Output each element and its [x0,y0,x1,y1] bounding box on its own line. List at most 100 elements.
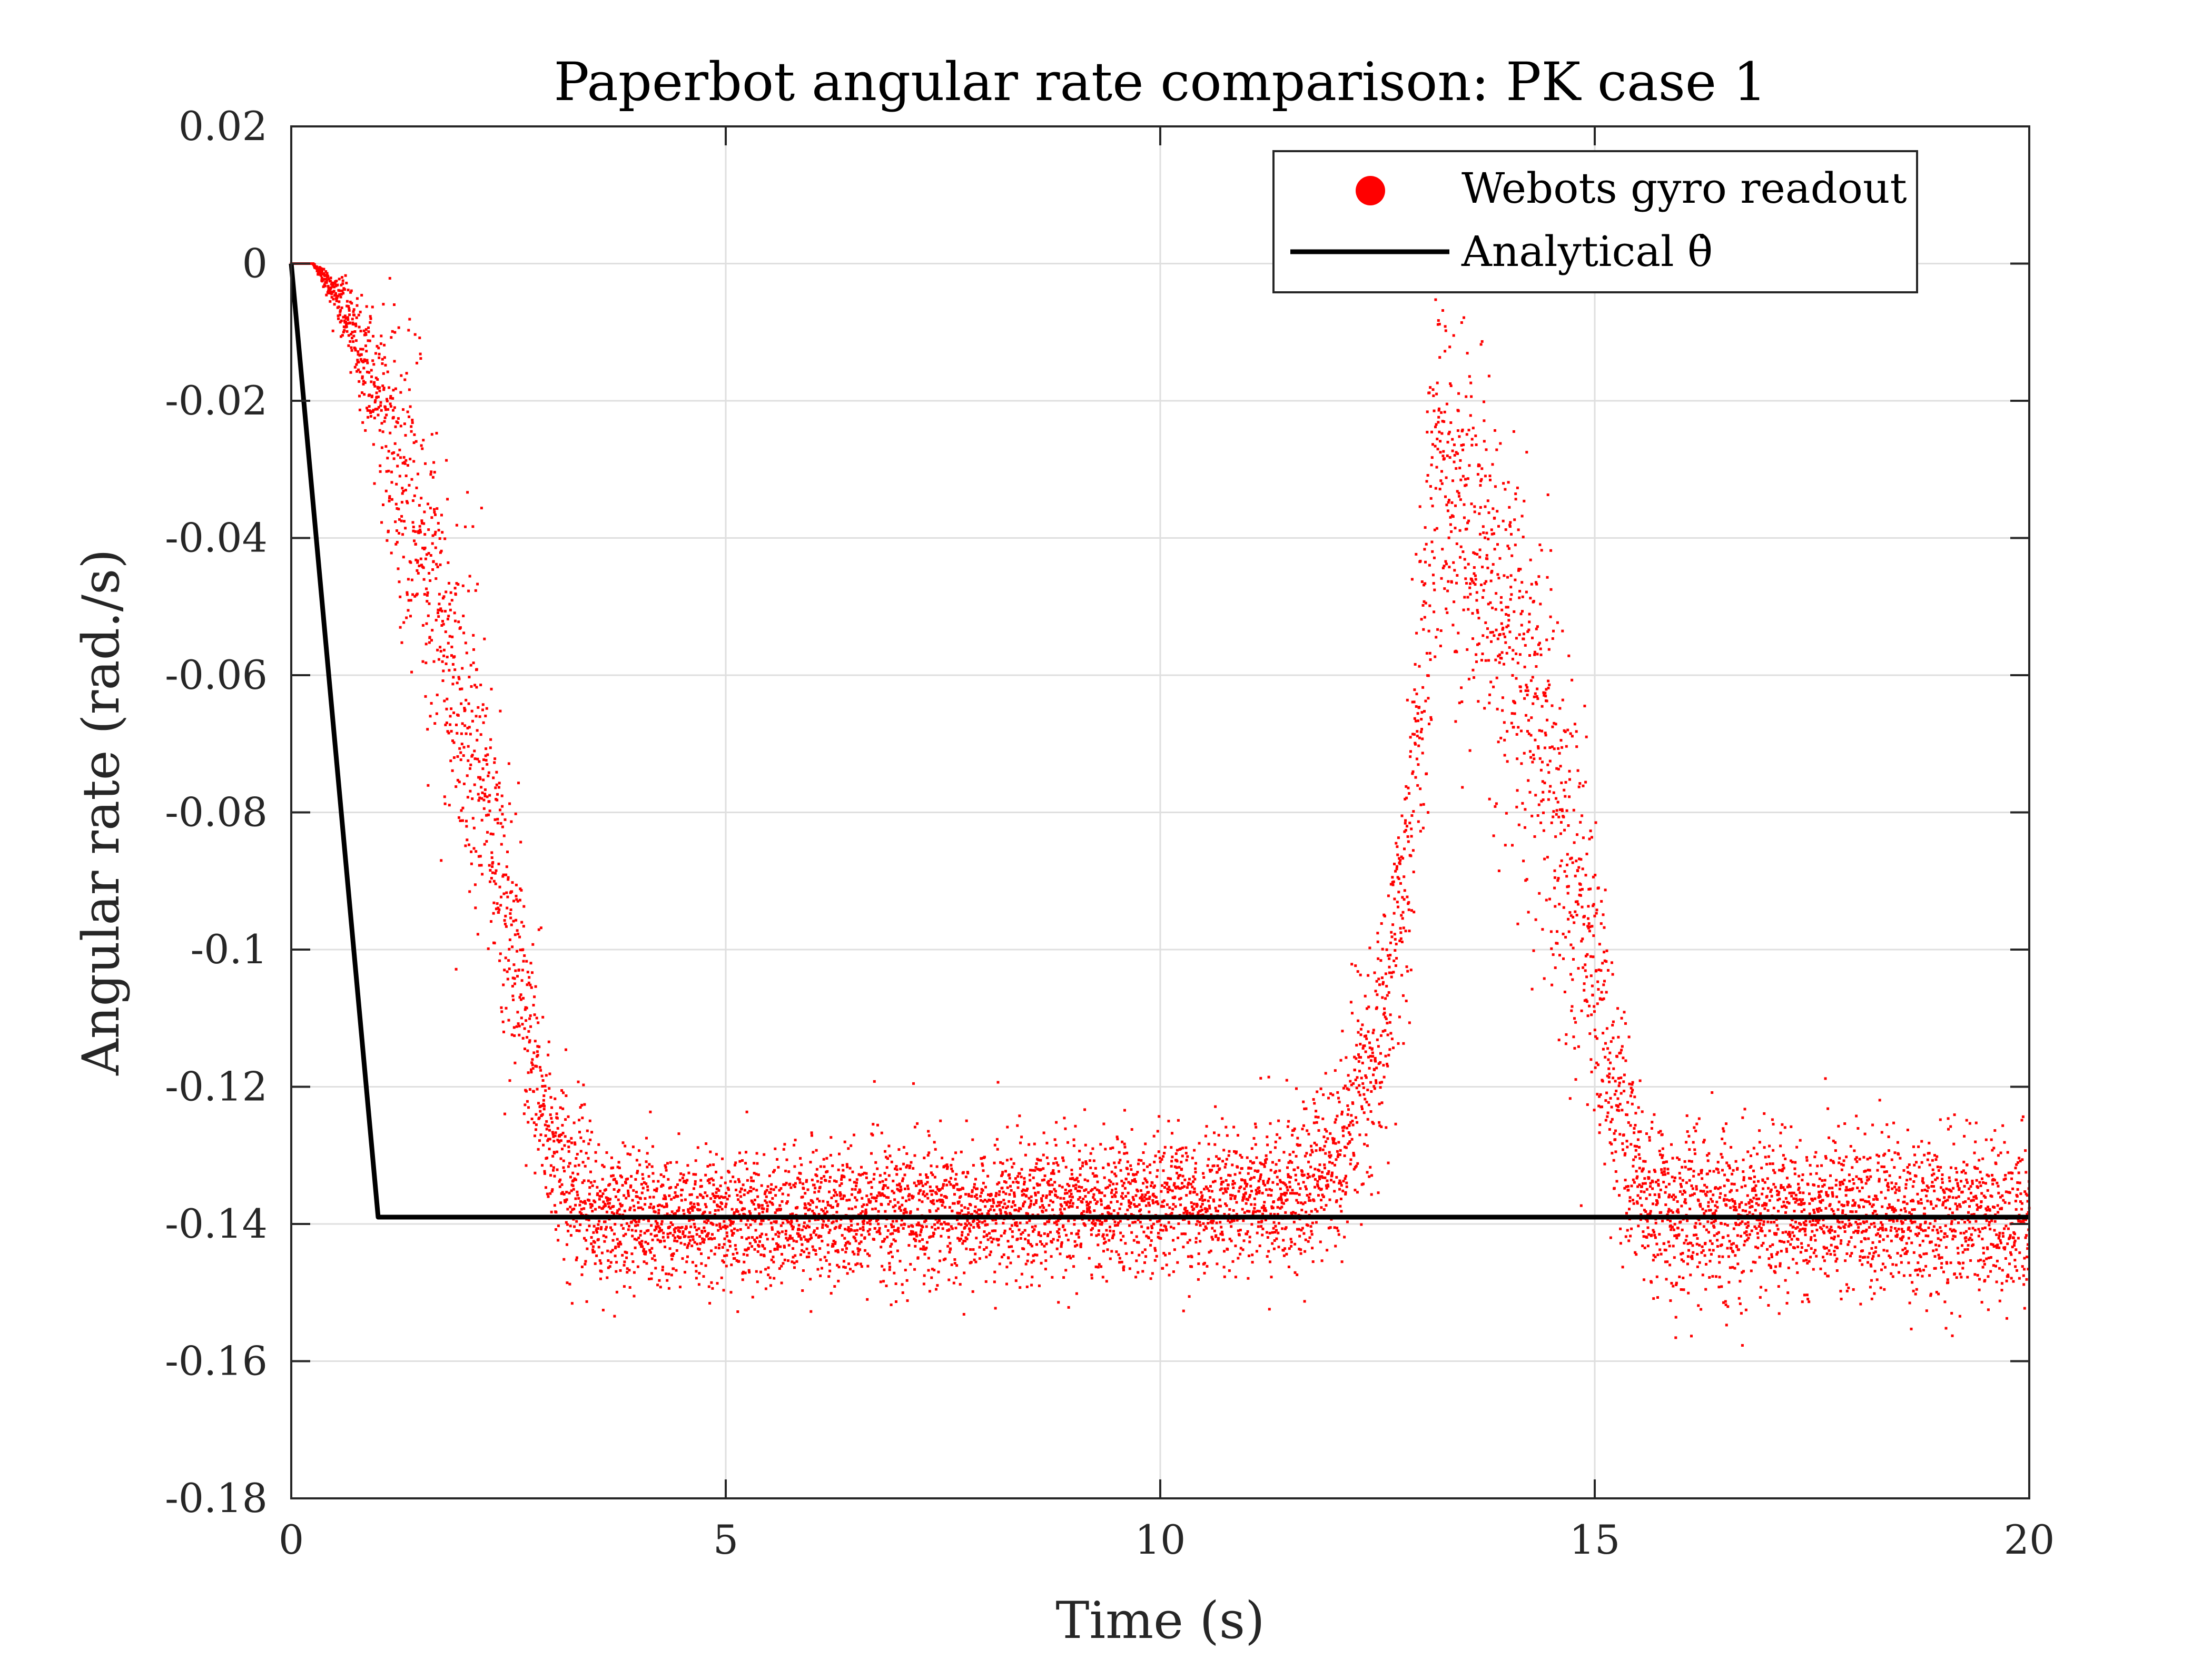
scatter-point [1168,1186,1171,1189]
scatter-point [1048,1183,1051,1187]
scatter-point [322,268,325,271]
scatter-point [1204,1207,1207,1210]
scatter-point [457,714,460,717]
scatter-point [1275,1163,1278,1166]
scatter-point [500,1010,503,1013]
scatter-point [372,409,375,412]
scatter-point [384,489,388,492]
scatter-point [1039,1159,1042,1162]
scatter-point [867,1181,870,1184]
scatter-point [1252,1210,1255,1213]
scatter-point [505,865,508,868]
scatter-point [574,1197,577,1200]
scatter-point [926,1241,929,1244]
scatter-point [404,459,408,462]
scatter-point [770,1183,773,1186]
scatter-point [968,1227,971,1230]
scatter-point [1113,1161,1116,1164]
scatter-point [601,1178,604,1181]
scatter-point [345,330,349,333]
scatter-point [1088,1257,1091,1260]
scatter-point [358,408,361,411]
scatter-point [1171,1208,1174,1211]
scatter-point [333,281,337,284]
scatter-point [803,1207,806,1210]
scatter-point [594,1262,597,1265]
scatter-point [469,789,472,793]
scatter-point [1357,1091,1360,1094]
scatter-point [538,1139,541,1142]
scatter-point [380,521,383,524]
scatter-point [1003,1231,1006,1235]
scatter-point [466,796,469,799]
scatter-point [816,1227,819,1230]
scatter-point [582,1207,586,1210]
scatter-point [694,1159,697,1162]
scatter-point [1140,1196,1143,1199]
scatter-point [1161,1184,1163,1187]
scatter-point [956,1218,959,1221]
scatter-point [756,1250,759,1253]
scatter-point [1073,1218,1076,1221]
scatter-point [1033,1203,1035,1206]
scatter-point [1045,1242,1048,1246]
scatter-point [837,1279,840,1282]
scatter-point [726,1249,729,1252]
scatter-point [1040,1168,1043,1171]
scatter-point [951,1158,954,1161]
scatter-point [843,1194,846,1198]
scatter-point [596,1231,598,1234]
scatter-point [812,1201,814,1204]
scatter-point [724,1227,727,1230]
scatter-point [621,1184,624,1187]
scatter-point [898,1182,901,1186]
scatter-point [1062,1224,1065,1227]
scatter-point [673,1212,675,1216]
scatter-point [719,1195,723,1198]
scatter-point [644,1197,647,1200]
scatter-point [1032,1254,1035,1257]
scatter-point [948,1251,951,1253]
scatter-point [461,806,465,809]
scatter-point [1006,1205,1010,1208]
scatter-point [394,502,398,506]
scatter-point [1161,1200,1164,1203]
scatter-point [618,1189,620,1192]
scatter-point [1292,1150,1295,1153]
scatter-point [651,1145,654,1148]
scatter-point [649,1202,653,1206]
scatter-point [649,1110,652,1113]
scatter-point [861,1197,864,1200]
scatter-point [664,1246,667,1249]
scatter-point [1230,1220,1233,1223]
scatter-point [1240,1167,1243,1170]
scatter-point [815,1168,818,1171]
scatter-point [749,1176,753,1179]
scatter-point [1257,1220,1260,1223]
scatter-point [453,611,456,615]
scatter-point [563,1170,566,1173]
scatter-point [1111,1146,1114,1149]
scatter-point [1068,1195,1071,1198]
scatter-point [1090,1273,1093,1277]
scatter-point [753,1238,756,1241]
scatter-point [1273,1213,1276,1216]
scatter-point [822,1200,825,1203]
scatter-point [1141,1198,1144,1200]
scatter-point [1316,1180,1319,1183]
scatter-point [1193,1190,1196,1193]
scatter-point [1347,1074,1350,1077]
scatter-point [1291,1133,1294,1137]
scatter-point [892,1191,895,1194]
scatter-point [419,528,422,531]
scatter-point [1100,1203,1103,1206]
scatter-point [1238,1171,1241,1174]
scatter-point [1157,1150,1160,1153]
scatter-point [501,875,505,878]
scatter-point [740,1201,743,1204]
scatter-point [480,864,483,867]
scatter-point [544,1089,547,1092]
scatter-point [1368,946,1371,950]
scatter-point [637,1237,640,1239]
scatter-point [740,1188,743,1191]
